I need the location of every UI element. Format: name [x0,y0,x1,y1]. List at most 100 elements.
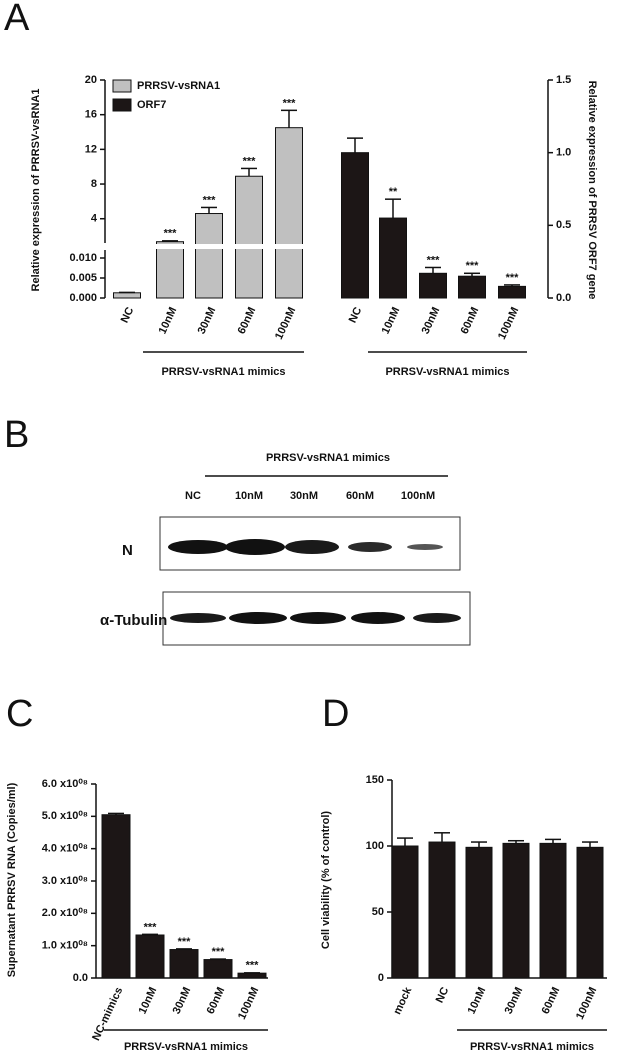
x-tick-label: NC-mimics [90,985,125,1042]
bar [391,845,419,979]
x-tick-label: 30nM [420,305,443,336]
y-tick-label: 100 [366,840,384,852]
band [290,612,346,624]
y-tick-label: 0 [378,972,384,984]
y-tick-label: 4 [91,213,98,225]
significance: *** [243,155,257,167]
lane-label: 60nM [346,490,374,502]
lane-label: 10nM [235,490,263,502]
x-tick-label: 10nM [380,305,403,336]
y-tick-label: 12 [85,143,97,155]
bar [156,241,184,299]
significance: ** [389,186,398,198]
band [229,612,287,624]
bar [169,949,199,979]
band [225,539,285,555]
band [413,613,461,623]
panel-b: B PRRSV-vsRNA1 mimics NC 10nM 30nM 60nM … [4,414,471,646]
bar [235,175,263,299]
bar [458,275,486,299]
bar [428,841,456,979]
row-label: α-Tubulin [100,612,167,629]
axis-break [97,244,327,249]
y2-tick-label: 0.5 [556,219,571,231]
x-tick-label: NC [119,305,137,325]
x-tick-label: mock [391,985,414,1017]
bar [341,152,369,299]
significance: *** [212,946,226,958]
significance: *** [466,260,480,272]
significance: *** [203,194,217,206]
x-tick-label: 100nM [496,305,521,341]
bar [539,842,567,979]
y-tick-label: 16 [85,109,97,121]
bar [195,213,223,299]
y-tick-label: 0.010 [69,252,97,264]
y-tick-label: 1.0 x10⁰⁸ [42,940,88,952]
bar [465,846,493,979]
x-tick-label: 30nM [503,985,526,1016]
band [168,540,228,554]
legend-swatch [112,79,132,93]
group-label: PRRSV-vsRNA1 mimics [161,366,285,378]
legend-label: PRRSV-vsRNA1 [137,80,220,92]
x-tick-label: 10nM [157,305,180,336]
y2-tick-label: 1.0 [556,147,571,159]
panel-letter: B [4,414,29,456]
x-tick-label: 100nM [273,305,298,341]
x-tick-label: 10nM [466,985,489,1016]
panel-letter: A [4,0,30,39]
group-label: PRRSV-vsRNA1 mimics [470,1041,594,1053]
x-tick-label: 60nM [459,305,482,336]
panel-letter: D [322,693,349,735]
x-tick-label: 60nM [205,985,228,1016]
band [348,542,392,552]
bar [275,127,303,299]
y-tick-label: 50 [372,906,384,918]
y-axis-title: Relative expression of PRRSV-vsRNA1 [30,89,42,292]
y2-axis-title: Relative expression of PRRSV ORF7 gene [586,81,598,300]
bar [576,846,604,979]
y-tick-label: 150 [366,774,384,786]
x-tick-label: NC [434,985,452,1005]
x-tick-label: 60nM [236,305,259,336]
legend-label: ORF7 [137,99,166,111]
significance: *** [506,272,520,284]
y2-tick-label: 1.5 [556,74,571,86]
row-label: N [122,542,133,559]
group-label: PRRSV-vsRNA1 mimics [266,452,390,464]
y-tick-label: 0.005 [69,272,97,284]
bar [498,285,526,299]
significance: *** [144,921,158,933]
panel-letter: C [6,693,33,735]
y-tick-label: 2.0 x10⁰⁸ [42,907,88,919]
x-tick-label: 10nM [137,985,160,1016]
x-tick-label: 60nM [540,985,563,1016]
significance: *** [164,228,178,240]
y-axis-title: Supernatant PRRSV RNA (Copies/ml) [6,782,18,977]
lane-label: 100nM [401,490,435,502]
bar [379,217,407,299]
x-tick-label: 100nM [574,985,599,1021]
band [351,612,405,624]
y-tick-label: 5.0 x10⁰⁸ [42,810,88,822]
significance: *** [283,97,297,109]
y-tick-label: 8 [91,178,97,190]
y-tick-label: 0.000 [69,292,97,304]
lane-label: 30nM [290,490,318,502]
band [407,544,443,550]
y-tick-label: 4.0 x10⁰⁸ [42,843,88,855]
group-label: PRRSV-vsRNA1 mimics [124,1041,248,1053]
x-tick-label: 30nM [171,985,194,1016]
significance: *** [246,960,260,972]
group-label: PRRSV-vsRNA1 mimics [385,366,509,378]
y-axis-title: Cell viability (% of control) [320,811,332,949]
bar [113,292,141,299]
bar [135,934,165,979]
bar [203,959,233,979]
legend-swatch [112,98,132,112]
y-tick-label: 20 [85,74,97,86]
significance: *** [427,254,441,266]
y2-tick-label: 0.0 [556,292,571,304]
